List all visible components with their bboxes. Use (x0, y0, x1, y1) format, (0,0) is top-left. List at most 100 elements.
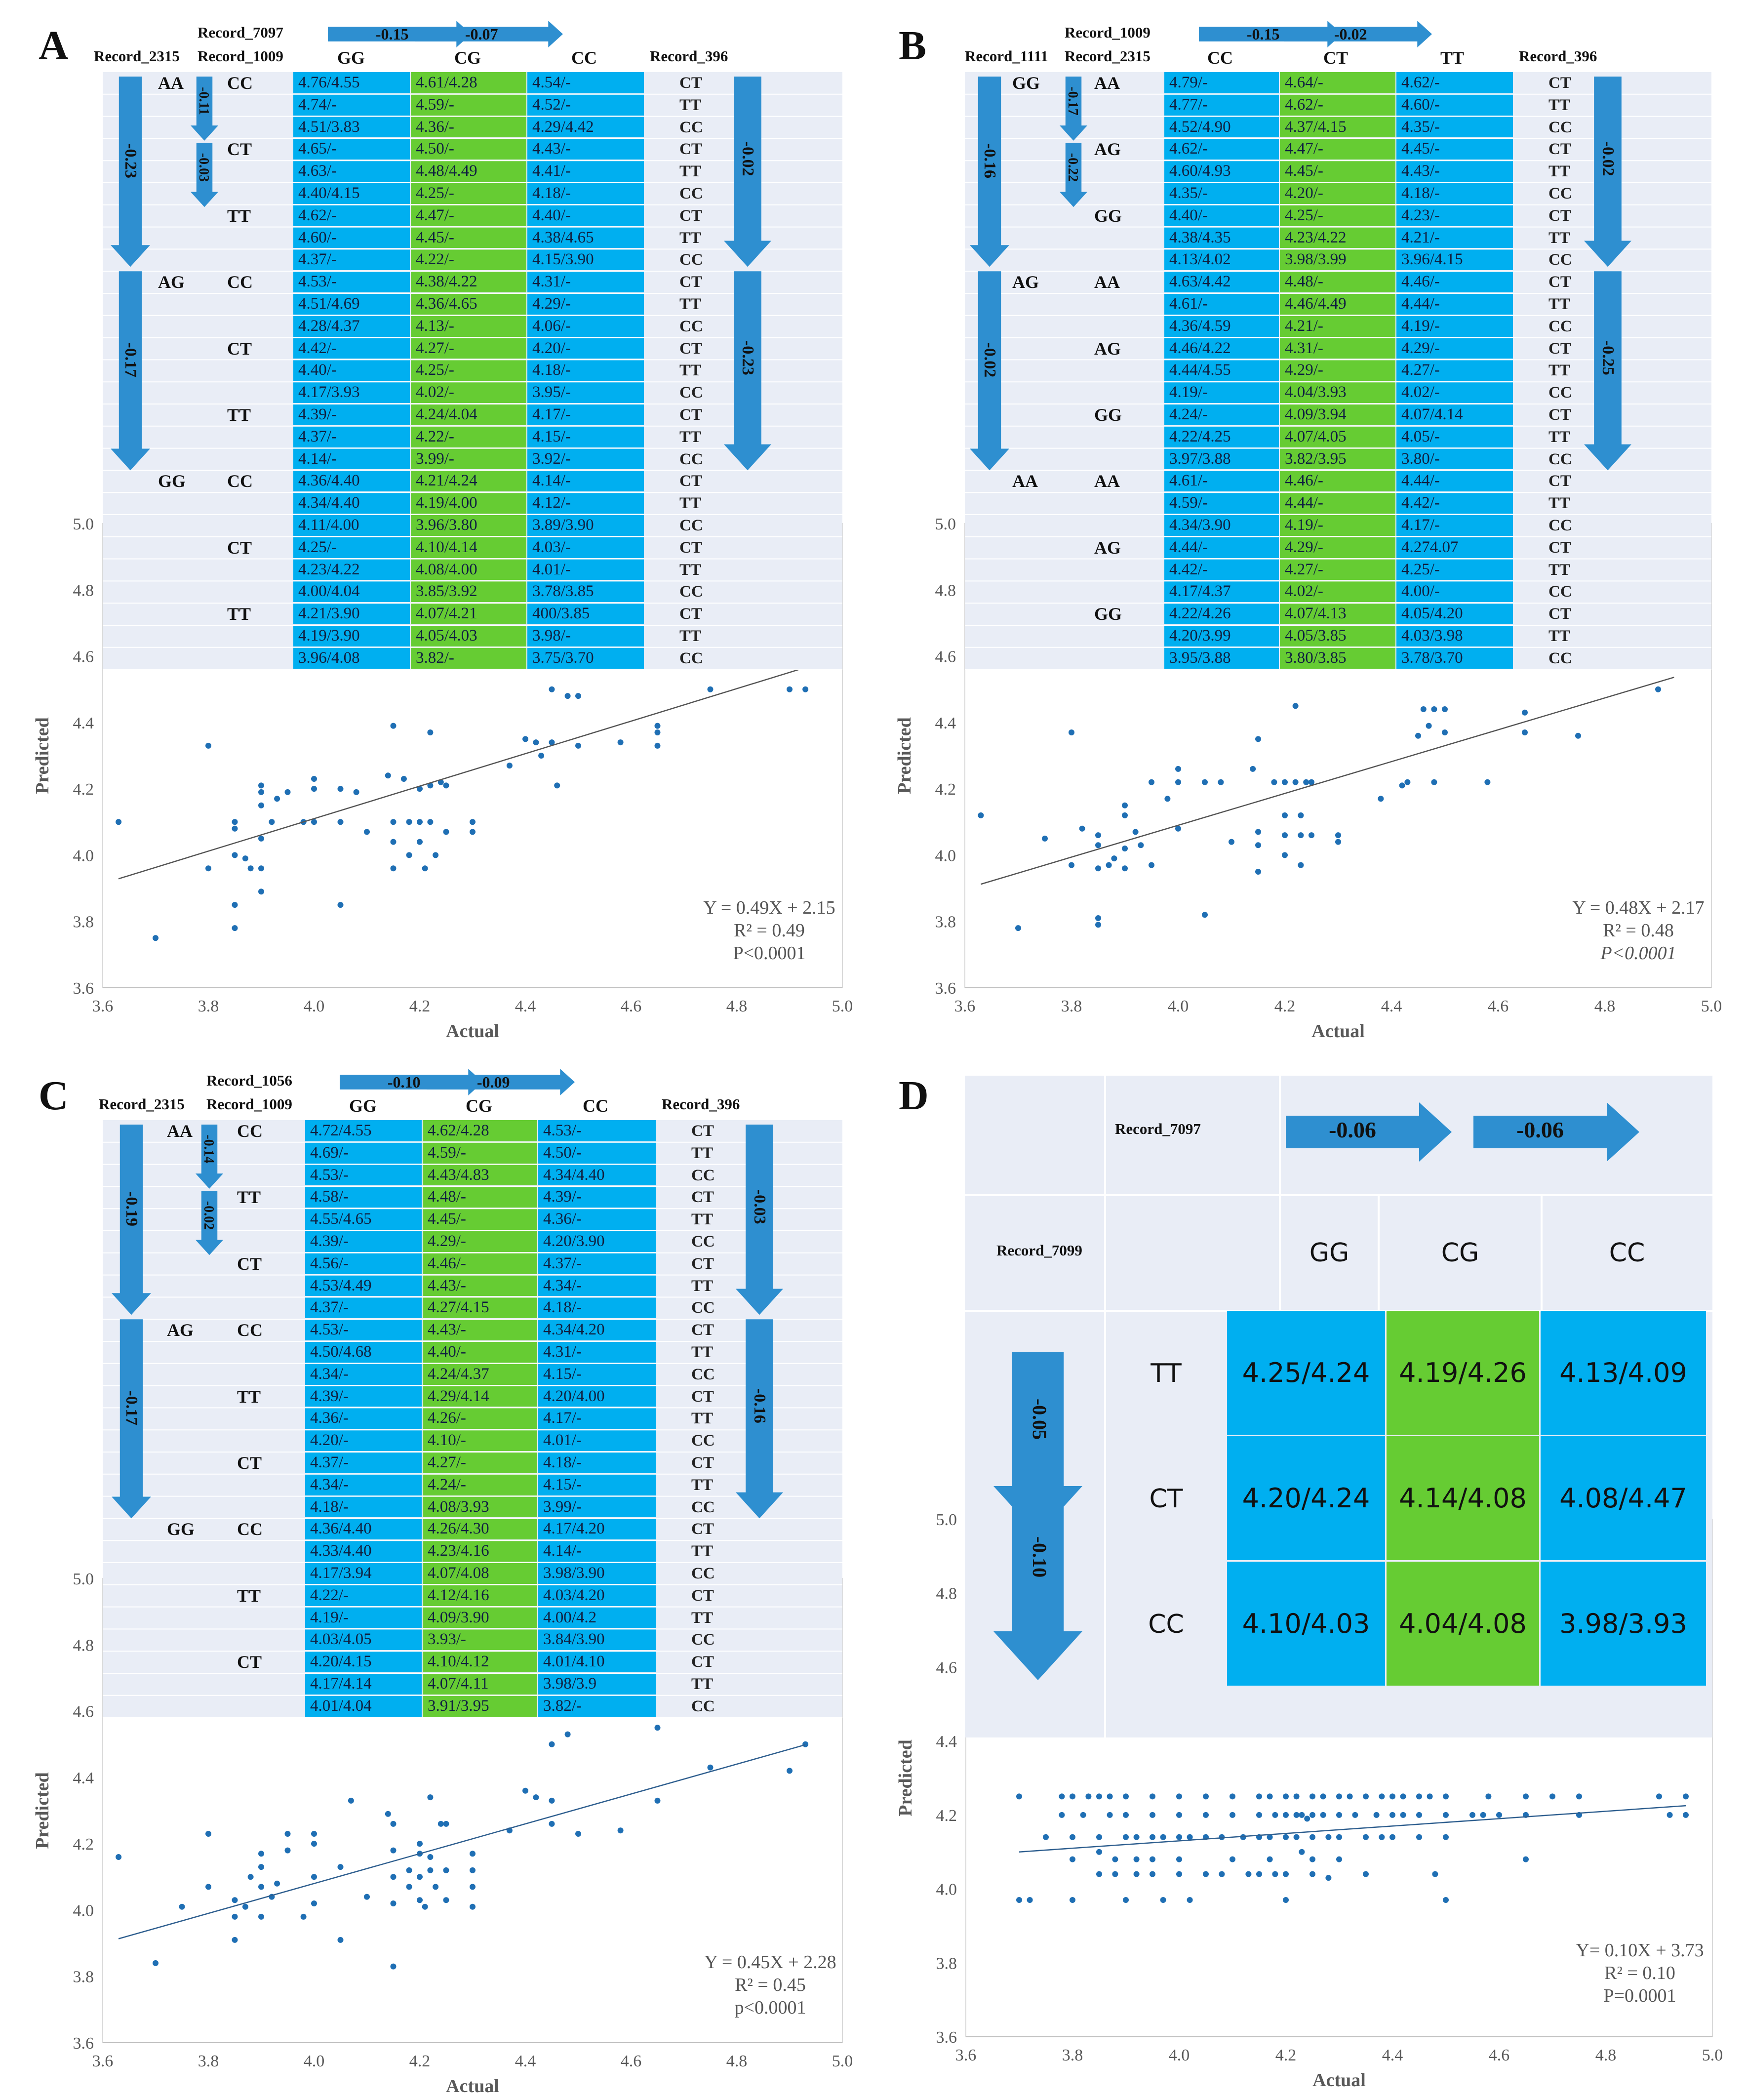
y-tick-label: 4.4 (936, 1733, 957, 1751)
genotype-label: CT (1548, 206, 1571, 225)
data-point (406, 819, 412, 825)
genotype-value-cell: 4.13/4.09 (1541, 1311, 1706, 1435)
data-point (1283, 1834, 1289, 1840)
data-point (1347, 1793, 1353, 1800)
genotype-value-cell: 4.17/4.37 (1164, 581, 1279, 603)
genotype-label: TT (691, 1410, 714, 1428)
genotype-value-cell: 4.27/4.15 (423, 1297, 537, 1319)
genotype-value-cell: 3.78/3.85 (527, 581, 644, 603)
data-point (1426, 723, 1432, 729)
trendline (981, 677, 1674, 885)
data-point (1250, 766, 1256, 772)
genotype-value-cell: 3.82/3.95 (1280, 448, 1395, 470)
genotype-label: CC (227, 272, 253, 292)
genotype-label: CT (1548, 472, 1571, 490)
genotype-value-cell: 4.40/- (293, 360, 410, 381)
genotype-value-cell: 4.08/4.47 (1541, 1436, 1706, 1560)
data-point (1203, 1812, 1209, 1818)
genotype-value-cell: 4.37/- (538, 1252, 656, 1274)
data-point (311, 1831, 317, 1837)
genotype-label: CC (691, 1697, 715, 1715)
data-point (1160, 1834, 1166, 1840)
genotype-value-cell: 4.26/4.30 (423, 1518, 537, 1540)
data-point (417, 839, 423, 845)
x-tick-label: 4.0 (1168, 997, 1189, 1015)
genotype-value-cell: 4.44/- (1396, 293, 1513, 315)
data-point (1160, 1897, 1166, 1903)
scatter-chart: 3.6 3.8 4.0 4.2 4.4 4.6 4.8 5.03.63.84.04.24.44… (894, 515, 1722, 1042)
genotype-value-cell: 4.77/- (1164, 94, 1279, 116)
data-point (258, 802, 264, 808)
data-point (1150, 1793, 1155, 1800)
genotype-value-cell: 4.20/4.24 (1227, 1436, 1385, 1560)
genotype-value-cell: 3.91/3.95 (423, 1695, 537, 1717)
data-point (1175, 766, 1181, 772)
data-point (1282, 832, 1288, 839)
record-label: Record_7099 (996, 1242, 1082, 1259)
genotype-label: TT (1548, 229, 1571, 247)
equation-line: Y= 0.10X + 3.73 (1576, 1940, 1704, 1961)
data-point (1085, 1793, 1092, 1800)
genotype-value-cell: 4.18/- (538, 1297, 656, 1319)
x-tick-label: 3.8 (198, 997, 219, 1015)
y-tick-label: 5.0 (73, 1570, 94, 1588)
genotype-label: CC (691, 1233, 715, 1251)
genotype-value-cell: 4.29/- (423, 1231, 537, 1252)
data-point (258, 835, 264, 842)
data-point (564, 693, 571, 699)
genotype-label: AA (1094, 272, 1120, 292)
data-point (274, 1880, 280, 1887)
data-point (1293, 1834, 1300, 1840)
data-point (1389, 1834, 1395, 1840)
genotype-label: AG (1094, 537, 1121, 558)
data-point (1283, 1812, 1289, 1818)
data-point (1133, 1834, 1140, 1840)
equation-line: P<0.0001 (1600, 943, 1676, 964)
data-point (1203, 1793, 1209, 1800)
genotype-value-cell: 4.11/4.00 (293, 515, 410, 536)
data-point (205, 865, 211, 872)
panel-a: A 3.6 3.8 4.0 4.2 4.4 4.6 4.8 5.0 3.6 3.8 4.0 4.2 4.… (0, 0, 873, 1050)
data-point (337, 1864, 344, 1870)
y-axis-title: Predicted (32, 1772, 53, 1849)
data-point (433, 852, 439, 858)
data-point (1299, 1849, 1305, 1855)
genotype-value-cell: 4.76/4.55 (293, 72, 410, 93)
genotype-value-cell: 4.19/- (1280, 515, 1395, 536)
genotype-label: TT (227, 405, 251, 425)
data-point (654, 742, 661, 749)
data-point (1095, 915, 1101, 921)
data-point (116, 1854, 122, 1860)
effect-arrow: -0.06 (1286, 1102, 1452, 1162)
genotype-label: CC (691, 1565, 715, 1582)
genotype-value-cell: 3.99/- (411, 448, 526, 470)
genotype-value-cell: 4.19/4.00 (411, 492, 526, 514)
genotype-value-cell: 4.29/- (1396, 337, 1513, 359)
genotype-label: GG (1012, 73, 1040, 93)
y-tick-label: 5.0 (936, 1511, 957, 1529)
data-point (417, 1841, 423, 1847)
genotype-label: CT (691, 1321, 714, 1339)
y-tick-label: 4.2 (936, 1807, 957, 1825)
data-point (258, 865, 264, 872)
data-point (1123, 1834, 1129, 1840)
y-tick-label: 4.8 (935, 581, 956, 600)
y-tick-label: 4.0 (935, 847, 956, 865)
data-point (1230, 1856, 1235, 1862)
y-tick-label: 3.6 (936, 2028, 957, 2047)
data-point (1443, 1834, 1449, 1840)
genotype-value-cell: 4.17/3.94 (305, 1563, 422, 1584)
genotype-value-cell: 3.96/4.08 (293, 647, 410, 669)
x-tick-label: 4.4 (515, 2052, 536, 2070)
data-point (406, 852, 412, 858)
data-point (390, 1900, 397, 1906)
data-point (1187, 1834, 1193, 1840)
y-tick-label: 4.0 (73, 847, 94, 865)
data-point (258, 1851, 264, 1857)
data-point (1292, 703, 1299, 709)
data-point (1432, 1871, 1438, 1877)
data-point (1229, 839, 1234, 845)
genotype-label: TT (237, 1585, 261, 1606)
data-point (1656, 1793, 1662, 1800)
data-point (1132, 829, 1139, 835)
